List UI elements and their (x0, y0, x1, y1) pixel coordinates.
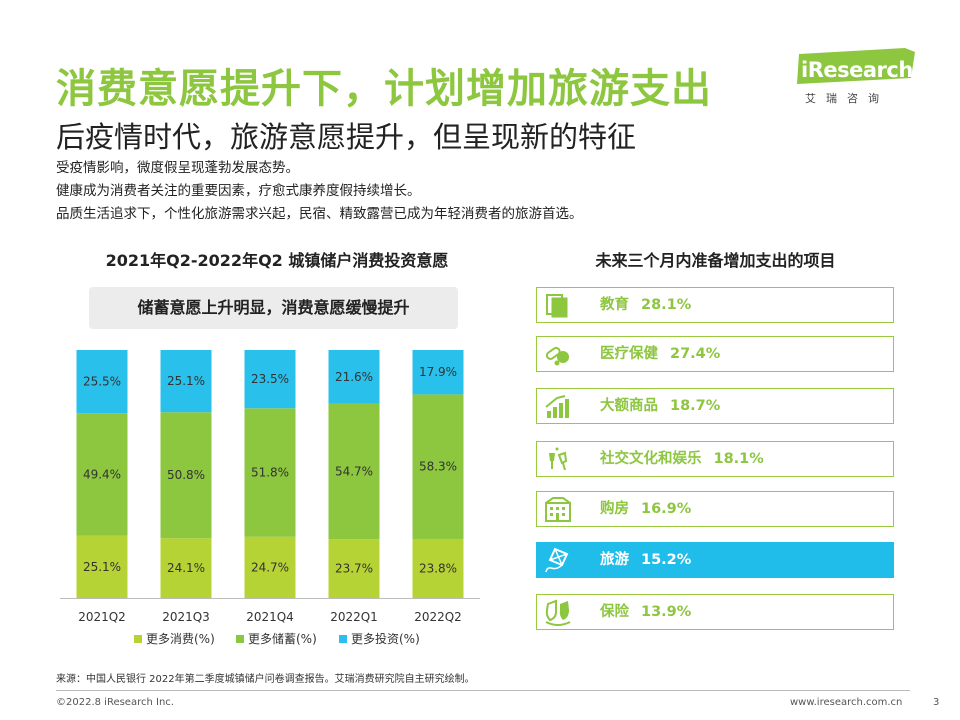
spending-item-text: 旅游 15.2% (600, 543, 691, 577)
legend-item: 更多储蓄(%) (236, 631, 317, 646)
copyright: ©2022.8 iResearch Inc. (56, 697, 174, 708)
spending-item-label: 大额商品 (600, 398, 658, 414)
bar-segment (412, 394, 464, 539)
spending-item-row: 社交文化和娱乐 18.1% (536, 441, 894, 477)
spending-item-row: 保险 13.9% (536, 594, 894, 630)
spending-item-label: 购房 (600, 501, 629, 517)
bar-segment (244, 350, 296, 409)
x-tick-label: 2021Q2 (78, 610, 126, 624)
footer-divider (56, 690, 910, 691)
spending-item-row: 医疗保健 27.4% (536, 336, 894, 372)
bullet-1: 受疫情影响，微度假呈现蓬勃发展态势。 (56, 160, 299, 176)
source-note: 来源：中国人民银行 2022年第二季度城镇储户问卷调查报告。艾瑞消费研究院自主研… (56, 674, 475, 685)
bar-data-label: 21.6% (335, 370, 373, 384)
bar-data-label: 25.1% (167, 374, 205, 388)
bar-chart-title: 2021年Q2-2022年Q2 城镇储户消费投资意愿 (105, 251, 449, 270)
bar-segment (160, 350, 212, 413)
spending-item-row: 旅游 15.2% (536, 542, 894, 578)
stacked-bar-chart: 25.1% 49.4% 25.5% 2021Q2 24.1% 50.8% 25.1% 2021… (60, 350, 480, 646)
legend-swatch (339, 635, 347, 643)
spending-item-label: 社交文化和娱乐 (600, 451, 702, 467)
spending-list-title: 未来三个月内准备增加支出的项目 (595, 251, 836, 270)
cheers-icon (549, 447, 568, 471)
bar-segment (160, 412, 212, 539)
legend-swatch (236, 635, 244, 643)
bar-data-label: 49.4% (83, 467, 121, 481)
book-icon (546, 294, 568, 318)
x-tick-label: 2021Q4 (246, 610, 294, 624)
logo-text: iResearch (801, 58, 913, 82)
iresearch-logo: iResearch 艾瑞咨询 (793, 48, 918, 110)
logo-subtext: 艾瑞咨询 (805, 92, 889, 105)
spending-item-row: 大额商品 18.7% (536, 388, 894, 424)
bar-data-label: 24.1% (167, 561, 205, 575)
bar-data-label: 51.8% (251, 466, 289, 480)
spending-item-value: 18.7% (670, 398, 721, 414)
spending-item-text: 保险 13.9% (600, 595, 691, 629)
spending-item-value: 15.2% (641, 552, 692, 568)
spending-item-row: 教育 28.1% (536, 287, 894, 323)
bar-growth-icon (545, 395, 569, 418)
summary-bullets: 受疫情影响，微度假呈现蓬勃发展态势。 健康成为消费者关注的重要因素，疗愈式康养度… (56, 157, 583, 226)
page-title: 消费意愿提升下，计划增加旅游支出 (56, 66, 712, 112)
spending-item-value: 27.4% (670, 346, 721, 362)
bar-data-label: 23.7% (335, 562, 373, 576)
spending-item-value: 13.9% (641, 604, 692, 620)
bar-chart-annotation: 储蓄意愿上升明显，消费意愿缓慢提升 (89, 287, 458, 329)
logo-tag-shape (797, 48, 915, 84)
bullet-3: 品质生活追求下，个性化旅游需求兴起，民宿、精致露营已成为年轻消费者的旅游首选。 (56, 206, 583, 222)
bar-segment (328, 350, 380, 404)
bar-segment (412, 538, 464, 598)
legend-label: 更多消费(%) (146, 632, 215, 646)
bar-data-label: 58.3% (419, 460, 457, 474)
bar-data-label: 17.9% (419, 365, 457, 379)
spending-item-row: 购房 16.9% (536, 491, 894, 527)
bar-segment (76, 413, 128, 536)
bar-data-label: 23.5% (251, 372, 289, 386)
spending-item-text: 医疗保健 27.4% (600, 337, 720, 371)
bar-segment (76, 535, 128, 598)
legend-label: 更多储蓄(%) (248, 631, 317, 646)
spending-item-text: 教育 28.1% (600, 288, 691, 322)
bar-data-label: 25.1% (83, 560, 121, 574)
legend-item: 更多消费(%) (134, 632, 215, 646)
building-icon (545, 497, 571, 522)
page-number: 3 (933, 697, 940, 708)
bar-segment (412, 350, 464, 395)
kite-icon (545, 547, 569, 573)
pills-icon (545, 346, 569, 366)
page-subtitle: 后疫情时代，旅游意愿提升，但呈现新的特征 (56, 120, 637, 154)
spending-item-label: 保险 (600, 604, 629, 620)
x-tick-label: 2022Q1 (330, 610, 378, 624)
bar-data-label: 50.8% (167, 468, 205, 482)
bar-data-label: 23.8% (419, 561, 457, 575)
spending-item-text: 购房 16.9% (600, 492, 691, 526)
bar-segment (244, 536, 296, 598)
bar-data-label: 25.5% (83, 375, 121, 389)
spending-item-value: 18.1% (713, 451, 764, 467)
x-tick-label: 2022Q2 (414, 610, 462, 624)
spending-item-value: 16.9% (641, 501, 692, 517)
spending-item-text: 大额商品 18.7% (600, 389, 720, 423)
legend-label: 更多投资(%) (351, 631, 420, 646)
legend-swatch (134, 635, 142, 643)
bar-segment (160, 538, 212, 598)
bar-segment (328, 539, 380, 598)
bar-data-label: 54.7% (335, 464, 373, 478)
website-link[interactable]: www.iresearch.com.cn (790, 697, 903, 708)
spending-item-label: 教育 (600, 297, 629, 313)
bullet-2: 健康成为消费者关注的重要因素，疗愈式康养度假持续增长。 (56, 183, 421, 199)
bar-data-label: 24.7% (251, 560, 289, 574)
spending-item-label: 医疗保健 (600, 346, 658, 362)
x-tick-label: 2021Q3 (162, 610, 210, 624)
bar-segment (244, 408, 296, 537)
spending-item-label: 旅游 (600, 552, 629, 568)
spending-item-text: 社交文化和娱乐 18.1% (600, 442, 764, 476)
spending-item-value: 28.1% (641, 297, 692, 313)
legend-item: 更多投资(%) (339, 631, 420, 646)
insurance-icon (545, 599, 571, 626)
bar-segment (76, 350, 128, 414)
bar-segment (328, 403, 380, 540)
